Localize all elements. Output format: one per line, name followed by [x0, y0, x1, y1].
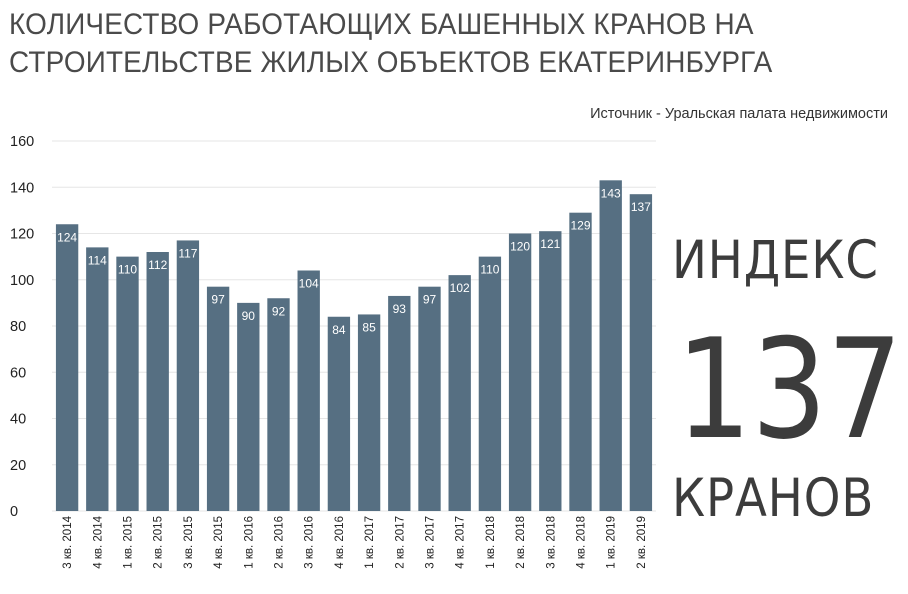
x-tick-label: 2 кв. 2017	[394, 516, 406, 569]
bar	[146, 252, 169, 511]
bar	[176, 240, 200, 511]
x-tick-label: 4 кв. 2017	[455, 516, 467, 569]
x-tick-label: 1 кв. 2015	[123, 516, 135, 569]
y-tick-label: 160	[10, 134, 34, 150]
bar	[327, 316, 351, 511]
bar	[86, 247, 109, 511]
bar	[297, 270, 320, 511]
data-label: 112	[148, 258, 167, 272]
data-label: 143	[601, 186, 621, 200]
x-tick-label: 4 кв. 2014	[92, 515, 104, 568]
data-label: 90	[242, 309, 256, 323]
x-tick-label: 3 кв. 2017	[425, 516, 437, 569]
x-tick-label: 3 кв. 2018	[545, 516, 557, 569]
chart-title-line-2: СТРОИТЕЛЬСТВЕ ЖИЛЫХ ОБЪЕКТОВ ЕКАТЕРИНБУР…	[9, 46, 773, 79]
data-label: 110	[118, 263, 137, 277]
y-tick-label: 100	[10, 273, 34, 289]
x-tick-label: 1 кв. 2016	[243, 516, 255, 569]
index-word: ИНДЕКС	[672, 230, 879, 291]
data-label: 121	[540, 237, 560, 251]
data-label: 92	[272, 304, 286, 318]
x-tick-label: 1 кв. 2019	[606, 516, 618, 569]
x-tick-label: 3 кв. 2014	[62, 515, 74, 568]
bar	[448, 275, 471, 511]
data-label: 102	[450, 281, 470, 295]
bar	[116, 256, 139, 511]
data-label: 114	[88, 253, 107, 267]
y-tick-label: 20	[10, 458, 26, 474]
bar	[508, 233, 532, 511]
index-value: 137	[676, 309, 903, 470]
bar	[539, 231, 562, 511]
x-tick-label: 2 кв. 2019	[636, 516, 648, 569]
data-label: 124	[57, 230, 77, 244]
data-label: 84	[332, 323, 346, 337]
bar	[418, 286, 441, 511]
x-tick-label: 1 кв. 2017	[364, 516, 376, 569]
data-label: 93	[393, 302, 407, 316]
bar-chart: 0 20 40 60 80 100 120 140 160 124 3 кв. 2014 114 4 к…	[10, 134, 656, 569]
bar	[388, 295, 411, 511]
chart-title: КОЛИЧЕСТВО РАБОТАЮЩИХ БАШЕННЫХ КРАНОВ НА…	[9, 6, 837, 82]
data-label: 117	[178, 246, 197, 260]
bar	[357, 314, 381, 511]
data-label: 110	[480, 263, 499, 277]
bar	[629, 194, 653, 511]
y-tick-label: 60	[10, 365, 26, 381]
x-tick-label: 3 кв. 2015	[183, 516, 195, 569]
bar	[478, 256, 502, 511]
index-unit: КРАНОВ	[672, 468, 875, 529]
bar	[55, 224, 79, 511]
data-label: 97	[423, 293, 437, 307]
data-label: 129	[570, 219, 590, 233]
bar	[267, 298, 290, 511]
bar	[569, 212, 592, 511]
x-tick-label: 2 кв. 2018	[515, 516, 527, 569]
bar	[237, 302, 260, 511]
x-tick-label: 2 кв. 2015	[153, 516, 165, 569]
x-tick-label: 1 кв. 2018	[485, 516, 497, 569]
data-label: 137	[631, 200, 651, 214]
data-label: 97	[211, 293, 225, 307]
x-tick-label: 4 кв. 2016	[334, 516, 346, 569]
y-tick-label: 40	[10, 412, 26, 428]
y-tick-label: 80	[10, 319, 26, 335]
bar	[206, 286, 230, 511]
x-tick-label: 4 кв. 2015	[213, 516, 225, 569]
data-label: 85	[362, 320, 376, 334]
chart-title-line-1: КОЛИЧЕСТВО РАБОТАЮЩИХ БАШЕННЫХ КРАНОВ НА	[9, 8, 754, 41]
y-tick-label: 140	[10, 180, 34, 196]
data-label: 104	[299, 277, 319, 291]
source-note: Источник - Уральская палата недвижимости	[590, 106, 888, 122]
bar	[599, 180, 622, 511]
y-tick-label: 120	[10, 227, 34, 243]
x-tick-label: 3 кв. 2016	[304, 516, 316, 569]
x-tick-label: 2 кв. 2016	[274, 516, 286, 569]
x-tick-label: 4 кв. 2018	[576, 516, 588, 569]
y-tick-label: 0	[10, 504, 18, 520]
data-label: 120	[510, 240, 530, 254]
